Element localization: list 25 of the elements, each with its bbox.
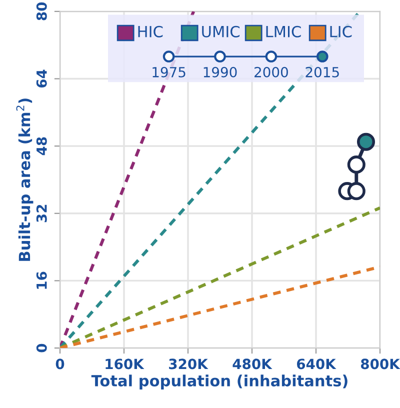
y-tick-label: 80 (36, 2, 47, 20)
legend-label: LIC (330, 26, 352, 38)
point (347, 182, 366, 200)
x-tick-label: 320K (169, 358, 208, 370)
y-tick-label: 16 (36, 272, 47, 289)
x-tick-label: 800K (360, 358, 400, 370)
x-tick-label: 640K (296, 358, 336, 370)
point (347, 156, 366, 174)
annotation: 2000 (254, 66, 288, 78)
legend-label: HIC (138, 26, 163, 38)
x-tick-label: 160K (106, 358, 144, 370)
x-tick-label: 480K (232, 358, 272, 370)
legend-label: LMIC (266, 26, 301, 38)
y-axis-title: Built-up area (km$^{2}$) (16, 98, 34, 261)
annotation: 2015 (306, 66, 339, 78)
x-tick-label: 0 (56, 358, 64, 370)
y-tick-label: 0 (36, 344, 47, 352)
annotation: 1975 (152, 66, 186, 78)
y-tick-label: 64 (36, 70, 47, 88)
point (356, 132, 376, 151)
legend-label: UMIC (202, 26, 240, 38)
annotation: 1990 (204, 66, 237, 78)
y-tick-label: 48 (36, 137, 47, 156)
x-axis-title: Total population (inhabitants) (91, 374, 348, 390)
y-tick-label: 32 (36, 204, 47, 222)
